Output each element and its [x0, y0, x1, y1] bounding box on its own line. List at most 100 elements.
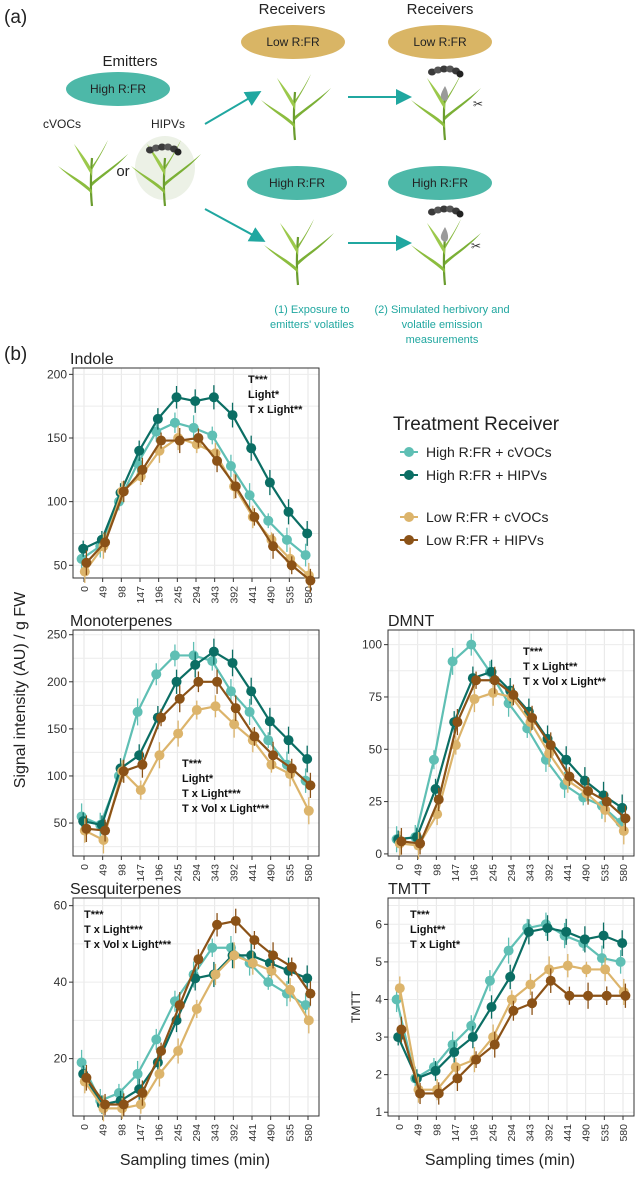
- data-point: [596, 953, 607, 964]
- x-tick-label: 490: [266, 1124, 278, 1142]
- data-point: [564, 771, 575, 782]
- panel-b-label: (b): [4, 344, 27, 365]
- x-tick-label: 441: [562, 864, 574, 882]
- x-tick-label: 535: [284, 586, 296, 604]
- data-point: [230, 703, 241, 714]
- stat-annotation: T***: [182, 758, 202, 770]
- x-tick-label: 343: [525, 864, 537, 882]
- series-low-hipvs: [396, 666, 631, 855]
- data-point: [433, 794, 444, 805]
- data-point: [225, 942, 236, 953]
- data-point: [617, 938, 628, 949]
- x-tick-label: 147: [450, 1124, 462, 1142]
- data-point: [81, 1072, 92, 1083]
- data-point: [285, 984, 296, 995]
- data-point: [207, 942, 218, 953]
- data-point: [447, 1039, 458, 1050]
- data-point: [561, 754, 572, 765]
- x-tick-label: 245: [487, 1124, 499, 1142]
- x-tick-label: 196: [154, 864, 166, 882]
- x-tick-label: 392: [228, 864, 240, 882]
- data-point: [154, 1068, 165, 1079]
- receiver-plant-high-1-icon: [262, 217, 336, 287]
- x-tick-label: 294: [506, 1124, 518, 1142]
- y-tick-label: 1: [375, 1105, 382, 1119]
- series-high-hipvs: [393, 915, 628, 1088]
- x-tick-label: 196: [469, 864, 481, 882]
- stat-annotation: Light*: [182, 773, 214, 785]
- data-point: [396, 836, 407, 847]
- x-tick-label: 0: [79, 586, 91, 592]
- data-point: [132, 1068, 143, 1079]
- data-point: [188, 650, 199, 661]
- data-point: [447, 656, 458, 667]
- data-point: [523, 926, 534, 937]
- data-point: [151, 426, 162, 437]
- x-tick-label: 343: [525, 1124, 537, 1142]
- data-point: [81, 823, 92, 834]
- stat-annotation: T***: [410, 909, 430, 921]
- data-point: [601, 990, 612, 1001]
- x-tick-label: 147: [450, 864, 462, 882]
- chart-sesquiterpenes: 20 40 60 0 49 98 147 196 245 294 343 392 441 490 535 58…: [54, 881, 320, 1142]
- data-point: [598, 930, 609, 941]
- y-tick-label: 6: [375, 917, 382, 931]
- chart-monoterpenes: 50 100 150 200 250 0 49 98 147 196 245 294 343 392 441…: [47, 613, 320, 882]
- x-tick-label: 535: [284, 864, 296, 882]
- y-tick-label: 60: [54, 899, 68, 913]
- data-point: [78, 816, 89, 827]
- y-tick-label: 0: [375, 847, 382, 861]
- series-low-hipvs: [396, 968, 631, 1105]
- x-tick-label: 490: [581, 864, 593, 882]
- receivers-title-2: Receivers: [407, 1, 474, 18]
- data-point: [191, 1003, 202, 1014]
- series-low-hipvs: [81, 669, 316, 843]
- data-point: [393, 1032, 404, 1043]
- data-point: [156, 435, 167, 446]
- data-point: [467, 1032, 478, 1043]
- step2-line1: (2) Simulated herbivory and: [374, 304, 509, 316]
- data-point: [263, 735, 274, 746]
- data-point: [303, 805, 314, 816]
- x-tick-label: 392: [228, 1124, 240, 1142]
- data-point: [190, 659, 201, 670]
- data-point: [151, 669, 162, 680]
- stat-annotation: T x Light**: [248, 404, 303, 416]
- chart-title: Monoterpenes: [70, 613, 172, 630]
- chart-title: DMNT: [388, 613, 434, 630]
- y-tick-label: 40: [54, 975, 68, 989]
- data-point: [137, 464, 148, 475]
- data-point: [394, 983, 405, 994]
- x-tick-label: 392: [228, 586, 240, 604]
- data-point: [135, 785, 146, 796]
- x-tick-label: 245: [172, 1124, 184, 1142]
- data-point: [488, 1032, 499, 1043]
- data-point: [212, 919, 223, 930]
- data-point: [212, 455, 223, 466]
- series-low-hipvs: [81, 428, 316, 593]
- data-point: [303, 1015, 314, 1026]
- y-axis-label: TMTT: [349, 990, 363, 1023]
- x-tick-label: 196: [154, 1124, 166, 1142]
- data-point: [305, 780, 316, 791]
- y-tick-label: 5: [375, 955, 382, 969]
- stat-annotation: T***: [523, 646, 543, 658]
- svg-text:High R:FR + cVOCs: High R:FR + cVOCs: [426, 444, 552, 460]
- data-point: [506, 994, 517, 1005]
- x-tick-label: 0: [79, 1124, 91, 1130]
- data-point: [225, 461, 236, 471]
- data-point: [564, 990, 575, 1001]
- high-pill-1-label: High R:FR: [269, 176, 325, 190]
- x-tick-label: 49: [413, 1124, 425, 1136]
- x-tick-label: 294: [191, 864, 203, 882]
- low-pill-2: [388, 25, 492, 59]
- svg-text:High R:FR + HIPVs: High R:FR + HIPVs: [426, 467, 547, 483]
- x-tick-label: 535: [599, 864, 611, 882]
- data-point: [600, 964, 611, 975]
- x-tick-label: 147: [135, 1124, 147, 1142]
- data-point: [452, 717, 463, 728]
- x-tick-label: 580: [303, 586, 315, 604]
- data-point: [210, 701, 221, 712]
- data-point: [545, 975, 556, 986]
- data-point: [544, 964, 555, 975]
